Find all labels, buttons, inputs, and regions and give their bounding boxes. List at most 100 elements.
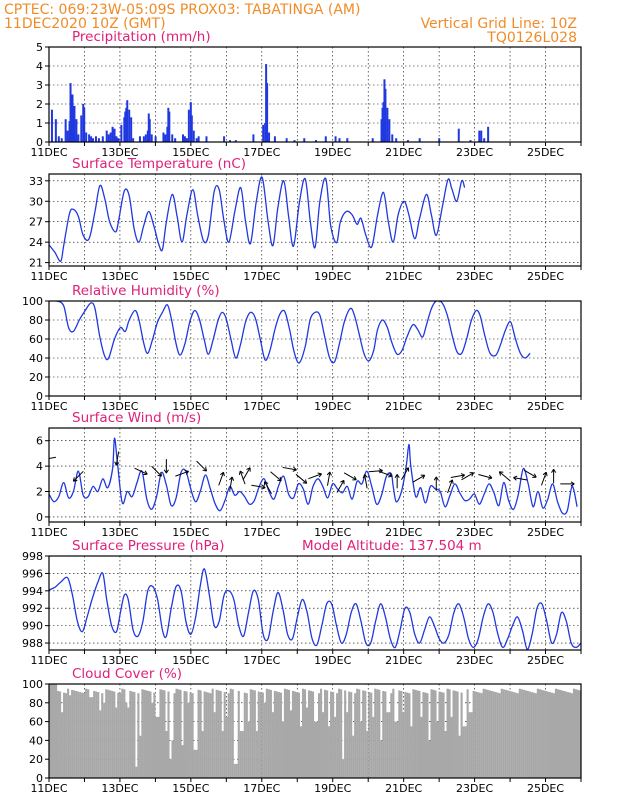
wind-arrow <box>49 456 56 459</box>
cloud-bar <box>105 689 108 778</box>
wind-arrow-head <box>246 467 251 470</box>
cloud-bar <box>293 691 297 778</box>
precip-bar <box>85 132 88 142</box>
precip-bar <box>395 138 398 142</box>
wind-arrow <box>478 473 493 480</box>
wind-arrow-shaft <box>73 470 84 482</box>
wind-arrow-head <box>471 472 475 477</box>
precip-bar <box>195 138 198 142</box>
y-tick-label: 0 <box>36 511 43 524</box>
wind-arrow <box>295 473 308 484</box>
cloud-bar <box>352 735 355 778</box>
cloud-bar <box>344 690 347 778</box>
cloud-bar <box>159 689 162 778</box>
x-tick-label: 17DEC <box>243 400 280 413</box>
cloud-bar <box>187 702 190 778</box>
precip-bar <box>192 130 195 142</box>
cloud-bar <box>163 690 166 778</box>
plot-area-pres <box>49 568 581 650</box>
cloud-bar <box>412 689 415 778</box>
wind-arrow-shaft <box>478 473 493 479</box>
cloud-bar <box>185 691 188 778</box>
cloud-bar <box>147 690 150 778</box>
cloud-bar <box>432 689 435 778</box>
cloud-bar <box>444 731 447 778</box>
series-line-rh <box>49 301 531 364</box>
cloud-bar <box>131 691 134 778</box>
precip-bar <box>69 83 72 142</box>
wind-arrow <box>218 471 225 486</box>
wind-arrow-shaft <box>343 472 357 481</box>
wind-arrow-head <box>551 469 555 473</box>
wind-arrow <box>523 469 537 478</box>
cloud-bar <box>408 693 411 778</box>
precip-bar <box>268 132 271 142</box>
wind-arrow-head <box>451 479 454 484</box>
cloud-bar <box>199 690 202 778</box>
cloud-bar <box>420 716 423 778</box>
cloud-bar <box>209 693 212 778</box>
y-tick-label: 80 <box>29 314 43 327</box>
wind-arrow-head <box>264 481 269 484</box>
cloud-bar <box>448 689 451 778</box>
x-tick-label: 19DEC <box>314 146 351 159</box>
cloud-bar <box>63 692 66 778</box>
precip-bar <box>406 140 409 142</box>
x-tick-label: 23DEC <box>456 526 493 539</box>
cloud-bar <box>227 693 230 778</box>
cloud-bar <box>574 689 578 778</box>
wind-arrow-head <box>513 477 517 481</box>
wind-arrow <box>362 474 368 489</box>
x-tick-label: 23DEC <box>456 400 493 413</box>
cloud-bar <box>476 692 479 778</box>
cloud-bar <box>237 690 240 778</box>
cloud-bar <box>416 690 419 778</box>
cloud-bar <box>307 690 311 778</box>
x-tick-label: 25DEC <box>527 526 564 539</box>
x-tick-label: 19DEC <box>314 526 351 539</box>
series-line-pres <box>49 568 581 650</box>
wind-arrow <box>394 474 400 489</box>
cloud-bar <box>544 690 547 778</box>
wind-arrow-shaft <box>461 472 474 481</box>
cloud-bar <box>538 689 541 778</box>
cloud-bar <box>57 690 60 778</box>
cloud-bar <box>245 693 248 778</box>
y-tick-label: 1 <box>36 117 43 130</box>
precip-bar <box>293 140 296 142</box>
x-tick-label: 11DEC <box>30 400 67 413</box>
wind-arrow-head <box>433 476 437 481</box>
precip-bar <box>438 138 441 142</box>
precip-bar <box>480 130 483 142</box>
cloud-bar <box>362 690 365 778</box>
precip-bar <box>183 136 186 142</box>
cloud-bar <box>326 690 329 778</box>
cloud-bar <box>115 707 118 778</box>
wind-arrow <box>263 481 272 495</box>
wind-arrow-head <box>202 469 207 472</box>
precip-bar <box>77 134 80 142</box>
cloud-bar <box>542 690 545 778</box>
wind-arrow-shaft <box>401 467 409 481</box>
wind-arrow-head <box>115 462 120 466</box>
cloud-bar <box>426 693 429 778</box>
y-tick-label: 0 <box>36 772 43 785</box>
wind-arrow-shaft <box>450 474 465 478</box>
precip-bar <box>228 140 231 142</box>
precip-bar <box>223 136 226 142</box>
x-tick-label: 15DEC <box>172 782 209 795</box>
cloud-bar <box>181 745 184 778</box>
cloud-bar <box>528 691 531 778</box>
y-tick-label: 21 <box>29 257 43 270</box>
precip-bar <box>168 111 171 142</box>
cloud-bar <box>305 707 309 778</box>
wind-arrow-shaft <box>523 469 537 478</box>
cloud-bar <box>398 690 401 778</box>
wind-arrow-head <box>389 472 393 477</box>
wind-arrow <box>560 481 575 487</box>
wind-arrow <box>498 471 511 482</box>
cloud-bar <box>141 689 144 778</box>
cloud-bar <box>550 692 553 778</box>
cloud-bar <box>424 692 427 778</box>
cloud-bar <box>396 721 399 778</box>
